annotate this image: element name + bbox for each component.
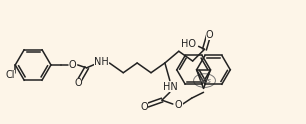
Text: HO: HO: [181, 39, 196, 49]
Text: NH: NH: [94, 57, 109, 67]
Text: Cl: Cl: [6, 70, 15, 80]
Text: HN: HN: [163, 82, 178, 92]
Text: O: O: [175, 100, 183, 110]
Text: O: O: [75, 78, 83, 88]
Text: O: O: [140, 102, 148, 112]
Text: O: O: [69, 60, 76, 70]
Text: O: O: [206, 30, 213, 40]
Text: Abs: Abs: [198, 78, 211, 84]
